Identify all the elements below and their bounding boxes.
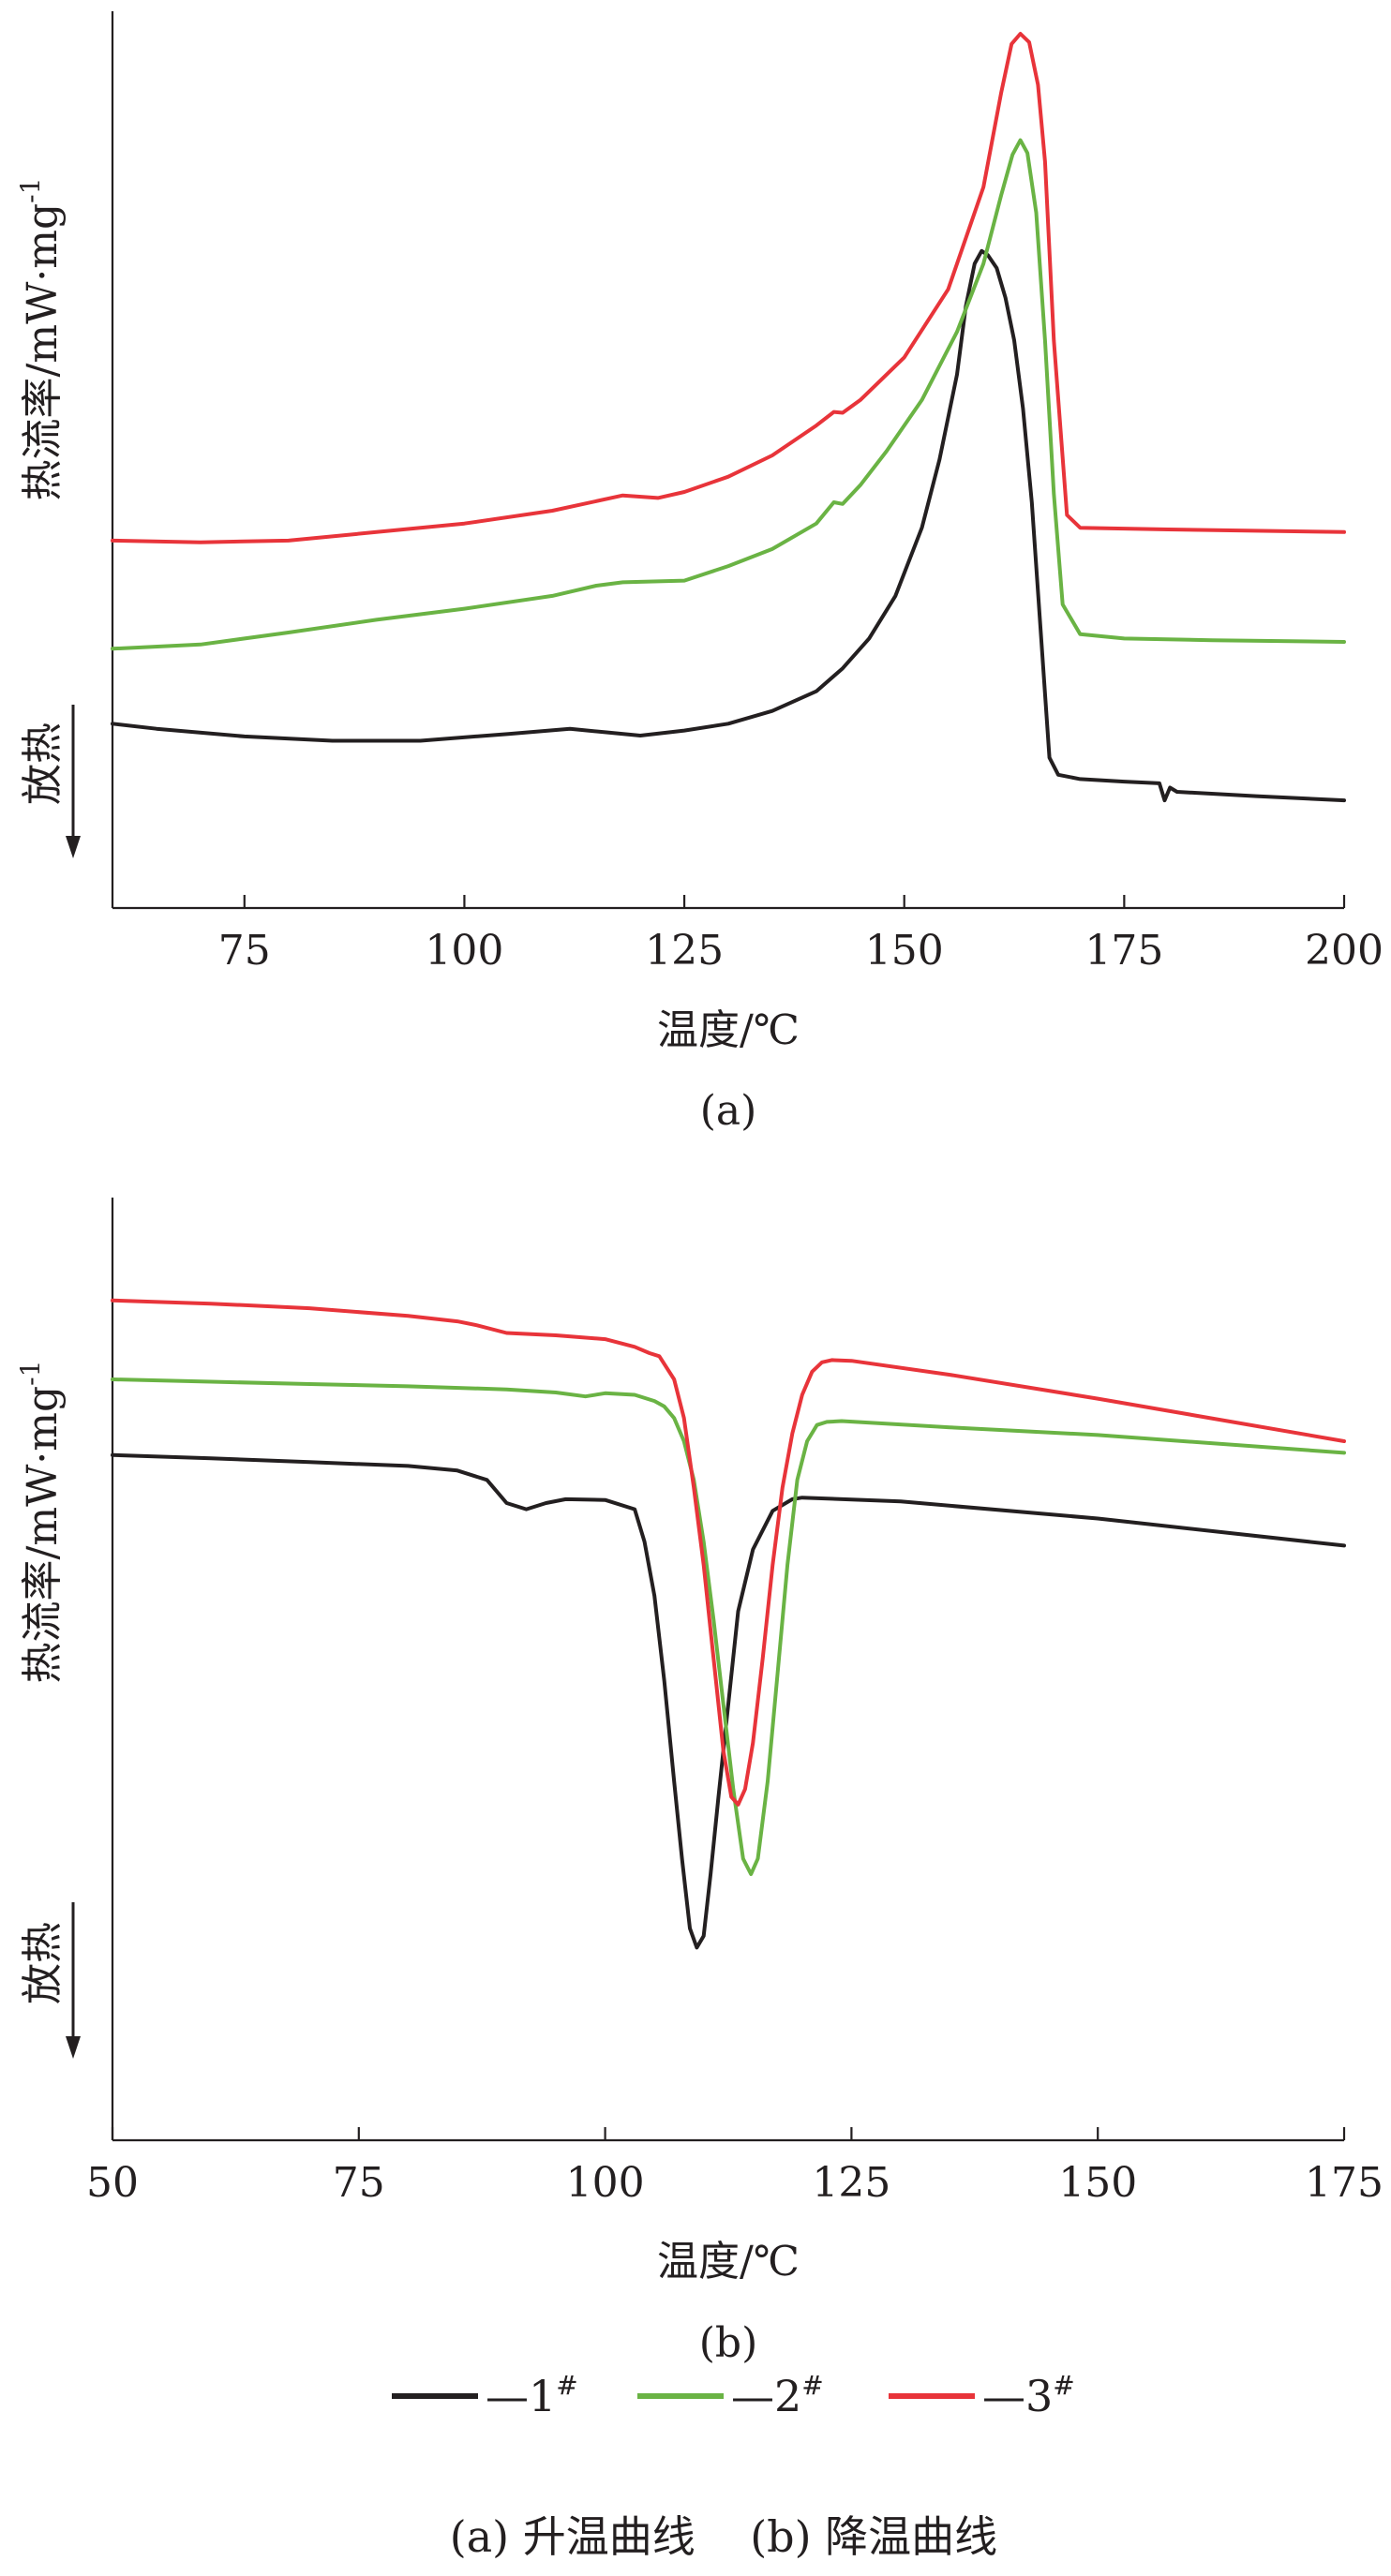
panel-b-cooling-curves: 50 75 100 125 150 175 温度/℃ (b) 热流率/mW·mg-1 放热 bbox=[15, 1198, 1384, 2367]
panel-a-x-tick-label-200: 200 bbox=[1305, 927, 1384, 975]
panel-a-series-2-line bbox=[111, 138, 1346, 651]
panel-a-series bbox=[111, 32, 1346, 803]
legend-label-mark-3: # bbox=[1053, 2370, 1074, 2401]
panel-a-y-axis-title: 热流率/mW·mg-1 bbox=[15, 178, 67, 501]
panel-b-y-axis-title-text: 热流率/mW·mg bbox=[19, 1386, 67, 1684]
panel-a-series-3-line bbox=[111, 32, 1346, 544]
panel-b-x-tick-label-150: 150 bbox=[1058, 2159, 1137, 2207]
panel-b-x-tick-label-175: 175 bbox=[1305, 2159, 1384, 2207]
legend-label-text-2: —2 bbox=[731, 2371, 801, 2421]
panel-a-x-ticks: 75 100 125 150 175 200 bbox=[218, 895, 1384, 975]
panel-b-series-1-line bbox=[111, 1452, 1346, 1950]
panel-a-series-1-line bbox=[111, 248, 1346, 803]
legend-label-1: —1# bbox=[486, 2370, 578, 2421]
figure-caption: (a) 升温曲线 (b) 降温曲线 bbox=[450, 2511, 997, 2562]
legend-label-text-3: —3 bbox=[982, 2371, 1053, 2421]
panel-b-x-tick-label-100: 100 bbox=[566, 2159, 645, 2207]
panel-b-x-tick-label-50: 50 bbox=[86, 2159, 139, 2207]
panel-a-y-axis-title-exponent: -1 bbox=[15, 178, 46, 203]
panel-b-series-2-line bbox=[111, 1377, 1346, 1876]
panel-a-label: (a) bbox=[700, 1087, 757, 1135]
panel-a-x-tick-label-175: 175 bbox=[1084, 927, 1163, 975]
panel-a-x-tick-label-75: 75 bbox=[218, 927, 271, 975]
legend-label-3: —3# bbox=[982, 2370, 1075, 2421]
panel-a-x-tick-label-100: 100 bbox=[425, 927, 503, 975]
legend-label-text-1: —1 bbox=[486, 2371, 556, 2421]
panel-a-heating-curves: 75 100 125 150 175 200 温度/℃ (a) 热流率/mW·mg-1 放… bbox=[15, 11, 1384, 1135]
panel-a-exotherm-label: 放热 bbox=[19, 722, 67, 805]
panel-a-y-axis-title-text: 热流率/mW·mg bbox=[19, 203, 67, 501]
legend-label-2: —2# bbox=[731, 2370, 824, 2421]
panel-b-x-tick-label-125: 125 bbox=[812, 2159, 890, 2207]
panel-a-x-tick-label-125: 125 bbox=[645, 927, 724, 975]
panel-a-exotherm-arrow bbox=[66, 705, 81, 858]
panel-b-exotherm-label: 放热 bbox=[19, 1922, 67, 2004]
panel-a-x-axis-title: 温度/℃ bbox=[657, 1006, 800, 1054]
panel-b-y-axis-title-exponent: -1 bbox=[15, 1361, 46, 1386]
panel-b-label: (b) bbox=[699, 2319, 758, 2367]
panel-b-y-axis-title: 热流率/mW·mg-1 bbox=[15, 1361, 67, 1684]
panel-b-exotherm-arrow bbox=[66, 1902, 81, 2059]
legend-label-mark-1: # bbox=[556, 2370, 577, 2401]
panel-b-series-3-line bbox=[111, 1298, 1346, 1807]
panel-a-x-tick-label-150: 150 bbox=[865, 927, 944, 975]
panel-b-x-axis-title: 温度/℃ bbox=[657, 2238, 800, 2286]
legend: —1# —2# —3# bbox=[392, 2370, 1075, 2421]
panel-b-x-ticks: 50 75 100 125 150 175 bbox=[86, 2127, 1384, 2207]
panel-b-x-tick-label-75: 75 bbox=[333, 2159, 385, 2207]
legend-label-mark-2: # bbox=[801, 2370, 823, 2401]
panel-b-series bbox=[111, 1298, 1346, 1950]
